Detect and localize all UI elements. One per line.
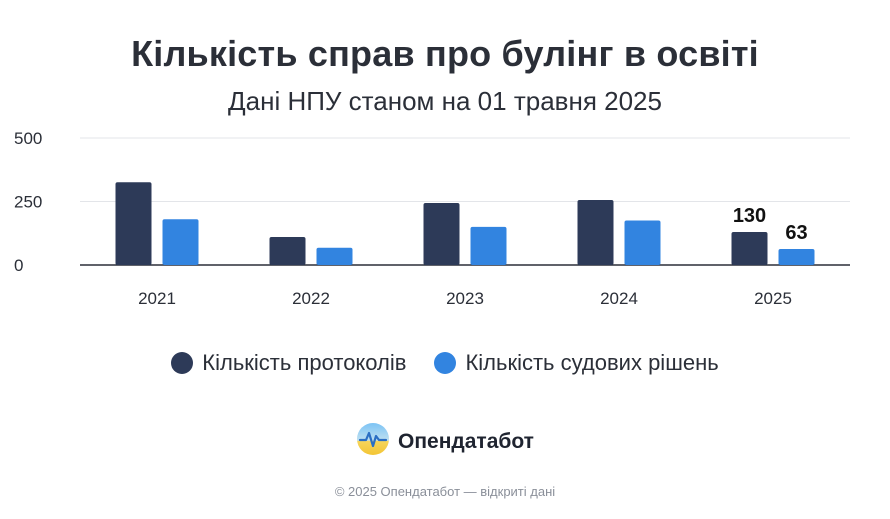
x-tick-label: 2024	[600, 289, 638, 308]
chart-subtitle: Дані НПУ станом на 01 травня 2025	[228, 86, 662, 116]
y-tick-label: 500	[14, 129, 42, 148]
bar	[778, 248, 815, 265]
bar-chart: 0 250 500 2021 2022 2023 2024 130 63 2025	[14, 129, 850, 308]
x-tick-label: 2023	[446, 289, 484, 308]
legend-label-court-decisions: Кількість судових рішень	[465, 350, 719, 375]
data-label: 130	[733, 205, 766, 227]
legend-swatch-court-decisions	[434, 352, 457, 374]
bar	[577, 199, 614, 265]
chart-title: Кількість справ про булінг в освіті	[131, 33, 759, 74]
bar	[316, 247, 353, 265]
bar	[269, 237, 306, 265]
bar	[162, 219, 199, 265]
x-tick-label: 2025	[754, 289, 792, 308]
brand-block: Опендатабот	[0, 422, 890, 462]
footer-copyright: © 2025 Опендатабот — відкриті дані	[334, 484, 556, 499]
y-tick-label: 250	[14, 193, 42, 212]
legend-label-protocols: Кількість протоколів	[202, 350, 407, 375]
bar	[731, 231, 768, 265]
brand-name: Опендатабот	[398, 430, 534, 453]
legend-item-protocols: Кількість протоколів	[171, 350, 406, 376]
legend-swatch-protocols	[171, 352, 194, 374]
y-tick-label: 0	[14, 256, 23, 275]
x-tick-label: 2021	[138, 289, 176, 308]
chart-legend: Кількість протоколів Кількість судових р…	[0, 350, 890, 376]
x-tick-label: 2022	[292, 289, 330, 308]
bar	[423, 203, 460, 265]
data-label: 63	[785, 222, 807, 244]
bar	[624, 220, 661, 265]
bar	[470, 226, 507, 265]
legend-item-court-decisions: Кількість судових рішень	[434, 350, 719, 376]
opendatabot-logo-icon	[356, 422, 390, 462]
bar	[115, 182, 152, 265]
